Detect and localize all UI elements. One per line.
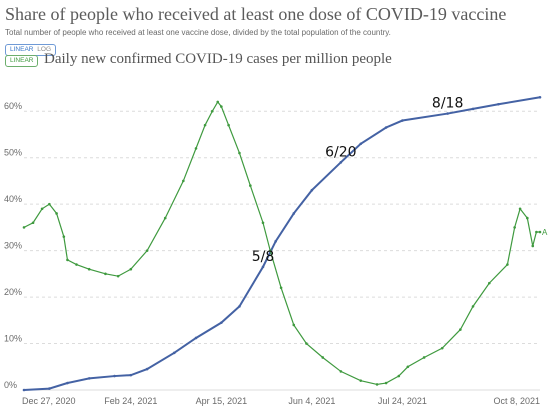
y-tick-label: 30% [4,241,22,251]
cases-data-point [513,226,516,229]
cases-data-point [220,105,223,108]
cases-data-point [506,263,509,266]
cases-data-point [22,226,26,229]
cases-data-point [62,235,66,238]
vaccine-data-point [66,381,69,385]
y-tick-label: 50% [4,148,22,158]
vaccine-data-point [446,112,449,115]
cases-data-point [87,267,91,271]
cases-data-point [75,263,78,266]
cases-data-point [249,184,252,187]
cases-data-point [48,202,51,206]
cases-data-point [339,370,343,373]
cases-linear-scale-button[interactable]: LINEAR [10,57,34,64]
y-tick-label: 0% [4,380,17,390]
cases-data-point [459,328,462,331]
cases-data-point [321,356,325,359]
cases-data-point [471,305,475,308]
vaccine-data-point [274,240,277,243]
vaccine-data-point [471,107,475,111]
cases-data-point [66,258,69,262]
linear-scale-button[interactable]: LINEAR [10,46,34,53]
cases-data-point [375,383,379,386]
vaccine-data-point [145,367,149,371]
cases-data-point [397,374,401,378]
cases-data-point [305,342,308,345]
cases-data-point [384,381,388,385]
vaccine-data-point [172,351,176,355]
vaccine-data-point [310,188,314,192]
vaccine-data-point [238,305,241,308]
y-tick-label: 60% [4,101,22,111]
vaccine-data-point [113,374,116,378]
cases-data-point [104,272,107,276]
vaccine-data-point [220,321,223,324]
cases-data-point [292,323,296,327]
vaccine-data-point [384,126,388,129]
cases-data-point [216,100,220,104]
cases-end-label: A [542,228,548,237]
cases-data-point [203,123,207,127]
overlay-series-title: Daily new confirmed COVID-19 cases per m… [44,51,392,67]
cases-data-point [238,151,241,155]
cases-data-point [518,207,522,211]
cases-data-point [440,346,444,350]
x-tick-label: Dec 27, 2020 [22,396,76,406]
cases-scale-toggle[interactable]: LINEAR [5,55,39,67]
cases-data-point [55,212,58,215]
vaccine-data-point [292,212,296,215]
x-tick-label: Oct 8, 2021 [493,396,540,406]
x-tick-label: Jun 4, 2021 [288,396,335,406]
cases-data-point [268,249,272,252]
vaccine-data-point [129,373,133,377]
y-tick-label: 40% [4,194,22,204]
cases-data-point [194,147,198,150]
vaccine-data-point [194,336,198,340]
x-tick-label: Feb 24, 2021 [104,396,157,406]
cases-data-point [279,286,283,290]
cases-data-point [406,365,410,369]
vaccine-data-point [339,161,343,164]
vaccine-data-point [401,119,404,122]
vaccine-data-point [22,388,26,392]
cases-data-point [531,244,535,248]
chart-title: Share of people who received at least on… [5,4,507,24]
cases-data-point [129,267,133,271]
vaccine-data-point [261,265,265,269]
cases-data-point [182,179,185,183]
y-tick-label: 10% [4,334,22,344]
y-tick-label: 20% [4,287,22,297]
cases-data-point [535,230,538,234]
cases-data-point [488,281,491,285]
cases-data-point [359,379,363,383]
vaccine-series-line [23,96,541,391]
cases-data-point [163,216,167,220]
date-annotation: 6/20 [325,144,356,160]
vaccine-data-point [48,387,51,390]
x-tick-label: Apr 15, 2021 [196,396,248,406]
log-scale-button[interactable]: LOG [37,46,52,53]
cases-data-point [422,356,426,359]
cases-series-line [23,100,540,386]
cases-data-point [145,249,149,252]
cases-data-point [40,207,44,211]
cases-data-point [116,274,120,278]
cases-data-point [526,216,529,220]
cases-data-point [261,221,265,225]
vaccine-data-point [497,102,500,106]
vaccine-data-point [538,95,542,99]
date-annotation: 8/18 [432,96,463,112]
vaccine-data-point [87,377,91,380]
vaccine-data-point [359,142,363,146]
chart-subtitle: Total number of people who received at l… [5,28,391,37]
cases-data-point [227,123,230,127]
date-annotation: 5/8 [252,249,275,265]
x-tick-label: Jul 24, 2021 [378,396,427,406]
cases-data-point [210,109,214,113]
cases-data-point [31,221,35,225]
cases-data-point [538,230,542,234]
